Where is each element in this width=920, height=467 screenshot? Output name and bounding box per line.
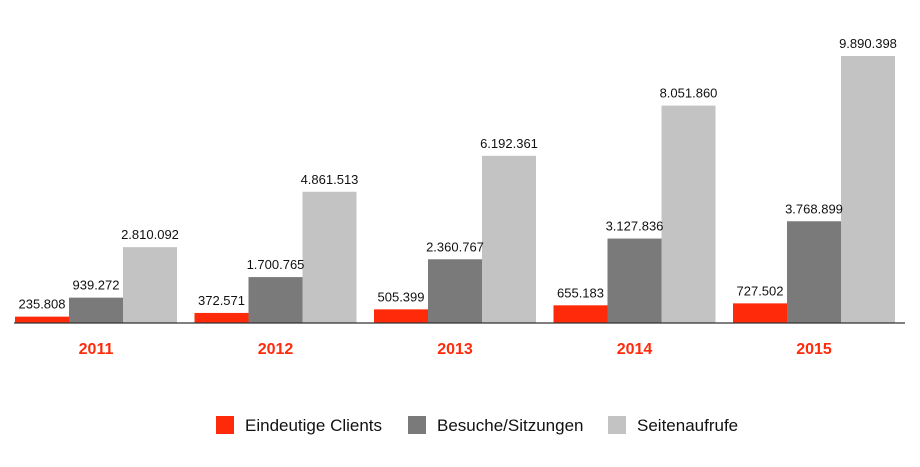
bar-2014-series-1 xyxy=(607,238,662,323)
bar-2012-series-0 xyxy=(194,312,249,323)
value-label: 939.272 xyxy=(73,278,120,293)
legend-label-0: Eindeutige Clients xyxy=(245,416,382,435)
bar-2015-series-1 xyxy=(787,221,841,323)
category-label-2012: 2012 xyxy=(258,341,294,358)
bar-2014-series-2 xyxy=(661,105,716,323)
value-label: 235.808 xyxy=(19,297,66,312)
value-labels-group: 235.808 939.272 2.810.092 372.571 1.700.765 4… xyxy=(19,36,897,312)
value-label: 655.183 xyxy=(557,285,604,300)
bar-2014-series-0 xyxy=(553,305,608,323)
value-label: 8.051.860 xyxy=(660,86,718,101)
bar-2015-series-0 xyxy=(733,303,787,323)
bar-2011-series-0 xyxy=(15,316,69,323)
category-label-2015: 2015 xyxy=(796,341,832,358)
category-label-2013: 2013 xyxy=(437,341,473,358)
bar-2011-series-1 xyxy=(69,297,123,323)
value-label: 4.861.513 xyxy=(301,172,359,187)
value-label: 6.192.361 xyxy=(480,136,538,151)
bar-2013-series-1 xyxy=(428,259,482,323)
value-label: 9.890.398 xyxy=(839,36,897,51)
legend-label-1: Besuche/Sitzungen xyxy=(437,416,584,435)
category-label-2011: 2011 xyxy=(79,341,114,358)
value-label: 2.810.092 xyxy=(121,227,179,242)
legend-swatch-0 xyxy=(216,416,234,434)
value-label: 372.571 xyxy=(198,293,245,308)
value-label: 1.700.765 xyxy=(247,257,305,272)
bar-2012-series-2 xyxy=(302,191,357,323)
bars-group xyxy=(15,56,895,323)
category-labels-group: 2011 2012 2013 2014 2015 xyxy=(79,341,832,358)
bar-2012-series-1 xyxy=(248,277,303,323)
value-label: 727.502 xyxy=(737,283,784,298)
value-label: 505.399 xyxy=(378,289,425,304)
category-label-2014: 2014 xyxy=(617,341,653,358)
value-label: 3.768.899 xyxy=(785,201,843,216)
value-label: 2.360.767 xyxy=(426,239,484,254)
legend-label-2: Seitenaufrufe xyxy=(637,416,738,435)
legend-swatch-2 xyxy=(608,416,626,434)
value-label: 3.127.836 xyxy=(606,219,664,234)
bar-2015-series-2 xyxy=(841,56,895,323)
bar-2013-series-2 xyxy=(482,155,536,323)
bar-2011-series-2 xyxy=(123,247,177,323)
bar-2013-series-0 xyxy=(374,309,428,323)
legend: Eindeutige Clients Besuche/Sitzungen Seite… xyxy=(216,416,738,435)
legend-swatch-1 xyxy=(408,416,426,434)
